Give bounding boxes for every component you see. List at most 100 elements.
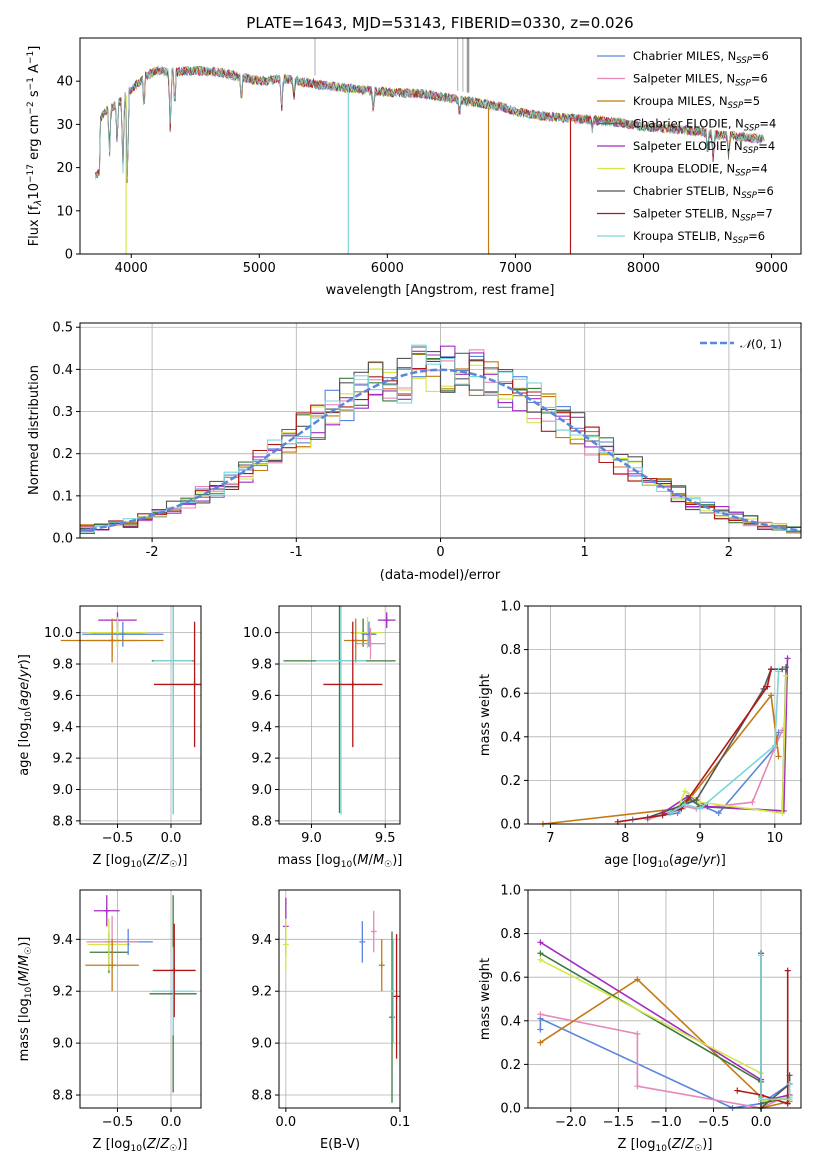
y-tick-label: 10 [56,204,73,219]
x-tick-label: 0.0 [751,1115,772,1130]
residual-histogram [80,344,801,533]
legend-label: Kroupa ELODIE, NSSP=4 [633,162,768,179]
y-tick-label: 0.8 [500,927,521,942]
x-tick-label: −0.5 [102,1115,134,1130]
x-tick-label: 7 [546,831,554,846]
data-point-marker [359,938,366,945]
x-tick-label: −1.5 [603,1115,635,1130]
weight-point-marker [715,810,722,817]
y-tick-label: 9.0 [52,1037,73,1052]
data-point-marker [119,631,126,638]
weight-point-marker [768,666,775,673]
weight-point-marker [775,668,782,675]
weight-point-marker [786,1081,793,1088]
x-tick-label: −2.0 [555,1115,587,1130]
y-tick-label: 0.4 [500,1014,521,1029]
weight-point-marker [659,812,666,819]
legend-label: Salpeter STELIB, NSSP=7 [633,207,773,224]
y-tick-label: 0.6 [500,687,521,702]
y-tick-label: 9.6 [52,689,73,704]
y-tick-label: 0.0 [52,532,73,547]
x-tick-label: 0.0 [276,1115,297,1130]
y-tick-label: 8.8 [251,1089,272,1104]
data-point-marker [352,637,359,644]
x-tick-label: 9.0 [301,831,322,846]
weight-point-marker [784,967,791,974]
y-tick-label: 0.8 [500,643,521,658]
weight-point-marker [682,801,689,808]
weight-point-marker [634,1083,641,1090]
weight-point-marker [764,683,771,690]
residual-legend: 𝒩(0, 1) [700,337,782,351]
weight-point-marker [784,1100,791,1107]
weight-point-marker [697,799,704,806]
data-point-marker [370,928,377,935]
data-point-marker [378,962,385,969]
legend-label-normal: 𝒩(0, 1) [740,337,782,351]
weight-point-marker [537,939,544,946]
data-point-marker [170,657,177,664]
x-tick-label: -2 [146,545,159,560]
weight-point-marker [768,692,775,699]
legend-label: Salpeter MILES, NSSP=6 [633,72,768,89]
data-point-marker [337,657,344,664]
data-point-marker [349,681,356,688]
x-tick-label: 9000 [755,261,788,276]
spectrum-y-label: Flux [fλ10−17 erg cm−2 s−1 A−1] [26,46,44,247]
x-tick-label: 2 [725,545,733,560]
x-tick-label: −0.5 [102,831,134,846]
weight-metallicity-y-label: mass weight [478,958,493,1040]
mass-metallicity-x-label: Z [log10(Z/Z☉)] [93,1137,188,1154]
weight-point-marker [784,655,791,662]
data-point-marker [393,993,400,1000]
spectrum-title: PLATE=1643, MJD=53143, FIBERID=0330, z=0… [246,14,633,32]
y-tick-label: 0.2 [500,1058,521,1073]
weight-point-marker [537,1026,544,1033]
residual-histogram [80,346,801,533]
x-tick-label: 5000 [243,261,276,276]
weight-point-marker [779,666,786,673]
y-tick-label: 0.2 [52,447,73,462]
spectrum-x-label: wavelength [Angstrom, rest frame] [326,283,555,298]
data-point-marker [390,988,397,995]
y-tick-label: 0.4 [52,363,73,378]
y-tick-label: 1.0 [500,884,521,899]
legend-label: Kroupa MILES, NSSP=5 [633,94,760,111]
weight-point-marker [758,952,765,959]
x-tick-label: 8 [621,831,629,846]
weight-vs-age-panel: 7 8 9 10 0.0 0.2 0.4 0.6 0.8 1.0 age [log10(age/y… [478,600,802,870]
x-tick-label: −1.0 [650,1115,682,1130]
y-tick-label: 8.8 [52,1089,73,1104]
y-tick-label: 8.8 [52,814,73,829]
legend-label: Chabrier MILES, NSSP=6 [633,49,769,66]
weight-point-marker [734,1087,741,1094]
mass-y-label: mass [log10(M/M☉)] [17,937,34,1062]
y-tick-label: 9.0 [251,1037,272,1052]
y-tick-label: 9.2 [251,752,272,767]
weight-point-marker [786,1096,793,1103]
y-tick-label: 30 [56,118,73,133]
y-tick-label: 9.4 [52,720,73,735]
y-tick-label: 20 [56,161,73,176]
weight-point-marker [783,672,790,679]
x-tick-label: 6000 [371,261,404,276]
data-point-marker [171,967,178,974]
age-vs-metallicity-panel: −0.5 0.0 8.8 9.0 9.2 9.4 9.6 9.8 10.0 Z [log10(Z… [17,605,202,870]
y-tick-label: 9.2 [251,985,272,1000]
y-tick-label: 1.0 [500,600,521,615]
x-tick-label: -1 [290,545,303,560]
y-tick-label: 0.1 [52,489,73,504]
data-point-marker [383,617,390,624]
y-tick-label: 0 [65,248,73,263]
weight-point-marker [667,810,674,817]
data-point-marker [191,681,198,688]
weight-metallicity-x-label: Z [log10(Z/Z☉)] [618,1137,713,1154]
mass-vs-extinction-panel: 0.0 0.1 8.8 9.0 9.2 9.4 E(B-V) [251,889,411,1152]
data-point-marker [389,1014,396,1021]
y-tick-label: 0.0 [500,1102,521,1117]
x-tick-label: 0.1 [390,1115,411,1130]
weight-point-marker [704,803,711,810]
age-vs-mass-panel: 9.0 9.5 8.8 9.0 9.2 9.4 9.6 9.8 10.0 mass [log10… [243,605,402,870]
extinction-x-label: E(B-V) [320,1137,360,1152]
